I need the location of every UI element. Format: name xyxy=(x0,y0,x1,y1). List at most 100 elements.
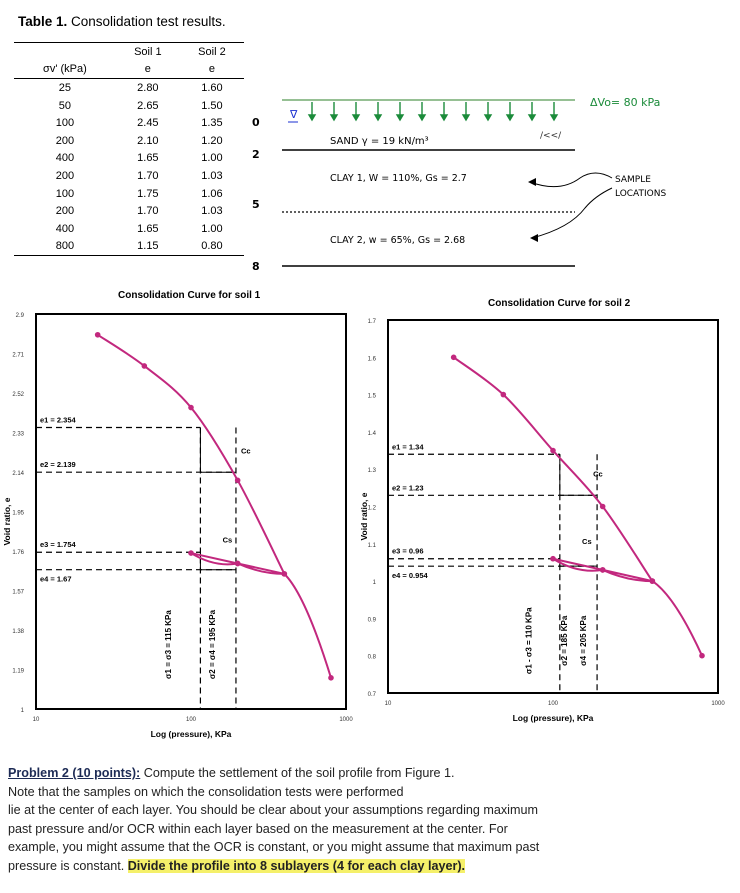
table-row: 100 2.45 1.35 xyxy=(14,114,244,132)
table-cell: 1.60 xyxy=(201,81,223,94)
sigma-vertical-label: σ1 = σ3 = 115 KPa xyxy=(164,610,173,679)
sigma-vertical-label: σ1 - σ3 = 110 KPa xyxy=(524,607,533,674)
table-row: 200 1.70 1.03 xyxy=(14,167,244,185)
sigma-vertical-label: σ2 = 185 KPa xyxy=(560,615,569,666)
problem-text: Problem 2 (10 points): Compute the settl… xyxy=(8,764,733,876)
consolidation-table: Soil 1 Soil 2 σv' (kPa) e e 25 2.80 1.60 50… xyxy=(14,41,244,257)
table-cell: 100 xyxy=(55,187,75,200)
y-tick-label: 0.9 xyxy=(368,617,377,623)
x-tick-label: 10 xyxy=(33,717,40,723)
problem-highlight: Divide the profile into 8 sublayers (4 f… xyxy=(127,858,466,873)
y-tick-label: 1.19 xyxy=(12,669,24,675)
table-cell: 50 xyxy=(58,99,72,112)
clay2-label: CLAY 2, w = 65%, Gs = 2.68 xyxy=(330,235,465,246)
chart2-svg: 1.7 1.6 1.5 1.4 1.3 1.2 1.1 1 0.9 0.8 0.7 10 100 1000… xyxy=(359,319,725,723)
load-arrowhead xyxy=(549,114,559,122)
water-table-icon: ∇ xyxy=(289,109,298,121)
load-arrowhead xyxy=(351,114,361,122)
table-cell: 1.65 xyxy=(137,222,159,235)
header-e1: e xyxy=(115,60,180,80)
data-point xyxy=(328,675,334,681)
y-tick-label: 2.9 xyxy=(16,313,25,319)
table-cell: 1.50 xyxy=(201,99,223,112)
table-cell: 2.10 xyxy=(137,134,159,147)
problem-line2: Note that the samples on which the conso… xyxy=(8,784,404,799)
y-tick-label: 2.33 xyxy=(12,432,24,438)
x-axis-label: Log (pressure), KPa xyxy=(151,729,232,739)
table-cell: 1.70 xyxy=(137,169,159,182)
table-cell: 0.80 xyxy=(179,237,244,257)
data-point xyxy=(234,477,241,484)
e-annotation: e3 = 1.754 xyxy=(40,540,76,549)
consolidation-curve xyxy=(453,356,703,657)
table-row: 25 2.80 1.60 xyxy=(14,79,244,97)
data-point xyxy=(450,354,457,361)
table-cell: 100 xyxy=(55,117,75,130)
x-axis-label: Log (pressure), KPa xyxy=(513,713,594,723)
sigma-vertical-label: σ2 = σ4 = 195 KPa xyxy=(208,609,217,679)
table-cell: 1.35 xyxy=(201,117,223,130)
header-blank xyxy=(14,41,116,61)
load-arrowhead xyxy=(329,114,339,122)
table-row: 200 1.70 1.03 xyxy=(14,202,244,220)
cc-label: Cc xyxy=(241,446,251,455)
cc-label: Cc xyxy=(593,470,603,479)
y-tick-label: 1.38 xyxy=(12,629,24,635)
sample-label-1: SAMPLE xyxy=(615,175,651,185)
y-tick-label: 1.76 xyxy=(12,550,24,556)
y-tick-label: 1.4 xyxy=(368,431,377,437)
data-point xyxy=(550,447,556,454)
e-annotation: e2 = 2.139 xyxy=(40,460,76,469)
data-point xyxy=(550,555,556,562)
sample-arrowhead-1 xyxy=(528,178,536,186)
table-cell: 400 xyxy=(55,222,75,235)
y-tick-label: 1.2 xyxy=(368,506,377,512)
y-tick-label: 2.71 xyxy=(12,353,24,359)
data-point xyxy=(599,567,606,573)
table-cell: 1.75 xyxy=(137,187,159,200)
problem-line1: Compute the settlement of the soil profi… xyxy=(140,766,455,780)
load-arrowhead xyxy=(483,114,493,122)
load-label: ΔVo= 80 kPa xyxy=(590,96,660,109)
sample-arrowhead-2 xyxy=(530,234,538,242)
table-cell: 800 xyxy=(14,237,116,257)
table-cell: 1.15 xyxy=(115,237,180,257)
depth-0: 0 xyxy=(252,116,260,129)
chart1-svg: 2.9 2.71 2.52 2.33 2.14 1.95 1.76 1.57 1.38 1.19 1… xyxy=(2,313,353,739)
table-row: 400 1.65 1.00 xyxy=(14,150,244,168)
clay1-label: CLAY 1, W = 110%, Gs = 2.7 xyxy=(330,173,467,184)
table-cell: 2.80 xyxy=(137,81,159,94)
y-tick-label: 1.6 xyxy=(368,356,377,362)
plot-frame xyxy=(387,319,719,694)
y-tick-label: 1 xyxy=(373,580,377,586)
y-tick-label: 0.7 xyxy=(368,692,377,698)
y-tick-label: 1.1 xyxy=(368,543,377,549)
chart1-title: Consolidation Curve for soil 1 xyxy=(118,290,261,301)
load-arrows xyxy=(307,102,559,122)
e-annotation: e1 = 2.354 xyxy=(40,416,76,425)
data-point xyxy=(94,331,101,338)
table-row: 50 2.65 1.50 xyxy=(14,97,244,115)
plot-frame xyxy=(35,313,347,710)
table-cell: 2.45 xyxy=(137,117,159,130)
load-arrowhead xyxy=(505,114,515,122)
cs-label: Cs xyxy=(582,537,592,546)
load-arrowhead xyxy=(461,114,471,122)
table-cell: 200 xyxy=(55,169,75,182)
table-cell: 1.03 xyxy=(201,205,223,218)
depth-5: 5 xyxy=(252,198,260,211)
data-point xyxy=(141,363,148,369)
problem-line5: example, you might assume that the OCR i… xyxy=(8,840,540,855)
e-annotation: e1 = 1.34 xyxy=(392,442,424,451)
load-arrowhead xyxy=(395,114,405,122)
y-tick-label: 1.5 xyxy=(368,394,377,400)
data-point xyxy=(188,404,194,411)
x-tick-label: 1000 xyxy=(711,701,725,707)
x-tick-label: 1000 xyxy=(339,717,353,723)
e-annotation: e4 = 1.67 xyxy=(40,575,72,584)
x-tick-label: 100 xyxy=(548,701,559,707)
table-cell: 1.06 xyxy=(201,187,223,200)
soil-profile-sketch: /<</ ΔVo= 80 kPa ∇ 0 2 5 8 SAND γ = 19 k… xyxy=(252,96,666,273)
load-arrowhead xyxy=(373,114,383,122)
sample-label-2: LOCATIONS xyxy=(615,189,666,199)
